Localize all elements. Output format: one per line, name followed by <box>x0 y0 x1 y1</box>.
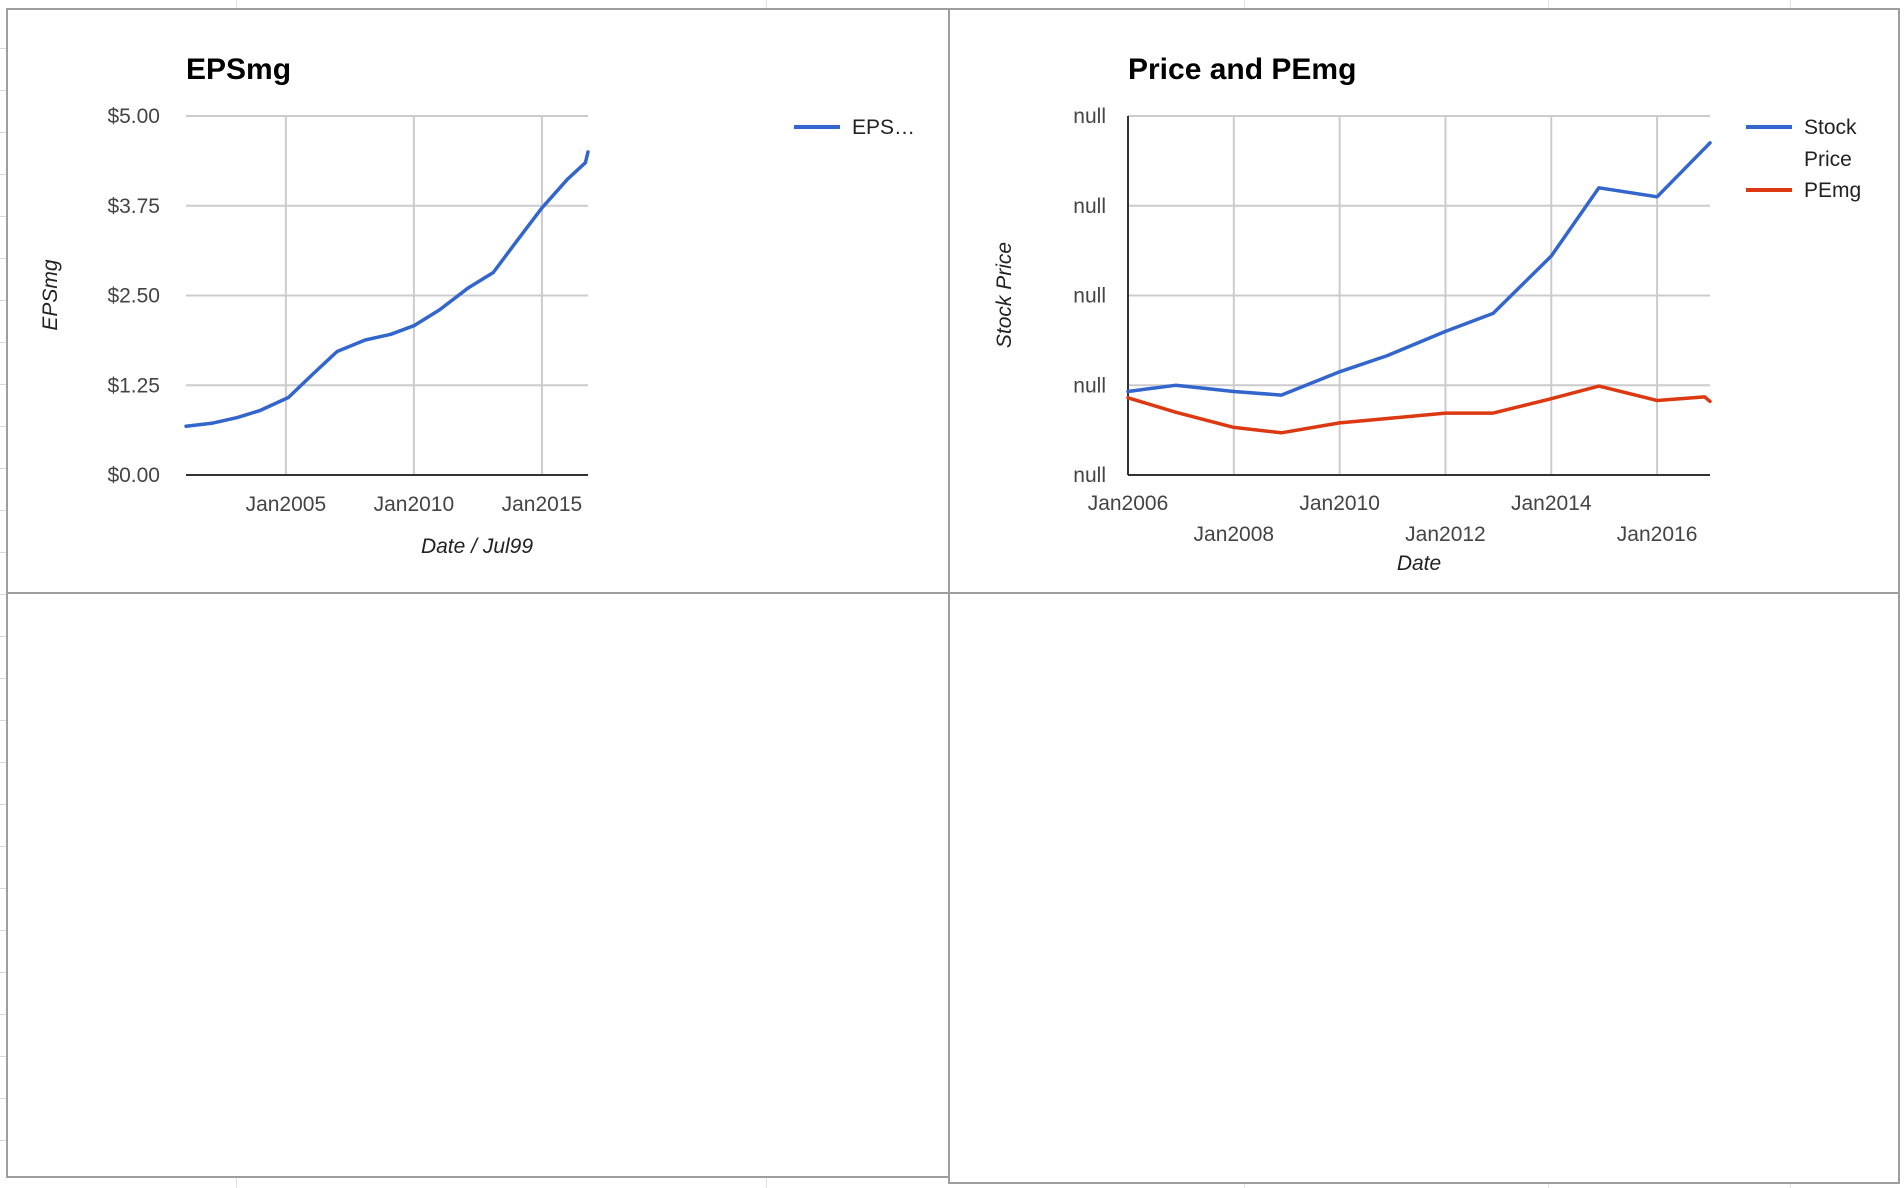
sheet-row-tick <box>0 762 6 763</box>
legend-label: Stock <box>1804 116 1857 139</box>
chart-title: Price and PEmg <box>1128 53 1356 86</box>
sheet-row-tick <box>0 1098 6 1099</box>
x-axis-title: Date / Jul99 <box>421 535 533 558</box>
y-tick-label: $3.75 <box>107 195 160 218</box>
y-tick-label: null <box>1073 285 1106 308</box>
y-tick-label: $1.25 <box>107 374 160 397</box>
y-tick-label: null <box>1073 374 1106 397</box>
y-axis-title: EPSmg <box>39 259 62 331</box>
sheet-row-tick <box>0 90 6 91</box>
y-tick-label: $0.00 <box>107 464 160 487</box>
sheet-row-tick <box>0 300 6 301</box>
sheet-row-tick <box>0 174 6 175</box>
sheet-row-tick <box>0 48 6 49</box>
sheet-row-tick <box>0 1014 6 1015</box>
x-tick-label: Jan2016 <box>1617 523 1698 546</box>
x-tick-label: Jan2008 <box>1194 523 1275 546</box>
sheet-row-tick <box>0 804 6 805</box>
y-tick-label: null <box>1073 195 1106 218</box>
sheet-row-tick <box>0 1140 6 1141</box>
sheet-row-tick <box>0 216 6 217</box>
sheet-row-tick <box>0 552 6 553</box>
sheet-row-tick <box>0 972 6 973</box>
sheet-row-tick <box>0 342 6 343</box>
price-and-pemg-chart-svg: Price and PEmg null null null null null Jan200… <box>993 53 1861 575</box>
series-line-blue <box>1126 141 1712 397</box>
x-tick-label: Jan2006 <box>1088 492 1169 515</box>
x-tick-label: Jan2012 <box>1405 523 1486 546</box>
sheet-row-tick <box>0 258 6 259</box>
epsmg-chart-svg: EPSmg $0.00 $1.25 $2.50 $3.75 $5.00 Jan2005 Jan… <box>39 53 915 558</box>
chart-panel-epsmg[interactable]: EPSmg $0.00 $1.25 $2.50 $3.75 $5.00 Jan2005 Jan… <box>6 8 950 594</box>
sheet-row-tick <box>0 720 6 721</box>
y-tick-label: null <box>1073 105 1106 128</box>
sheet-row-tick <box>0 132 6 133</box>
chart-panel-graham-number[interactable]: Graham Number and Stock Pricenullnullnul… <box>6 592 950 1178</box>
legend-label: PEmg <box>1804 179 1861 202</box>
sheet-row-tick <box>0 594 6 595</box>
sheet-row-tick <box>0 468 6 469</box>
sheet-row-tick <box>0 636 6 637</box>
sheet-row-tick <box>0 930 6 931</box>
graham-number-chart-svg: Graham Number and Stock Pricenullnullnul… <box>8 594 950 1178</box>
sheet-row-tick <box>0 678 6 679</box>
sheet-row-tick <box>0 426 6 427</box>
chart-panel-dividend-history[interactable]: Dividend History$0.00$0.50$1.00$1.50$2.0… <box>948 592 1900 1184</box>
series-line-blue <box>184 150 590 428</box>
sheet-row-tick <box>0 510 6 511</box>
sheet-row-tick <box>0 384 6 385</box>
sheet-row-tick <box>0 846 6 847</box>
x-tick-label: Jan2010 <box>1299 492 1380 515</box>
x-axis-title: Date <box>1397 552 1441 575</box>
series-line-red <box>1126 384 1712 435</box>
chart-panel-price-and-pemg[interactable]: Price and PEmg null null null null null Jan200… <box>948 8 1900 594</box>
x-tick-label: Jan2005 <box>246 493 327 516</box>
chart-title: EPSmg <box>186 53 291 86</box>
dividend-history-chart-svg: Dividend History$0.00$0.50$1.00$1.50$2.0… <box>950 594 1900 1184</box>
legend-label: EPS… <box>852 116 915 139</box>
x-tick-label: Jan2015 <box>502 493 583 516</box>
y-tick-label: $5.00 <box>107 105 160 128</box>
sheet-row-tick <box>0 888 6 889</box>
y-tick-label: null <box>1073 464 1106 487</box>
y-axis-title: Stock Price <box>993 242 1016 348</box>
x-tick-label: Jan2010 <box>374 493 455 516</box>
x-tick-label: Jan2014 <box>1511 492 1592 515</box>
y-tick-label: $2.50 <box>107 285 160 308</box>
legend-label: Price <box>1804 148 1852 171</box>
sheet-row-tick <box>0 1056 6 1057</box>
